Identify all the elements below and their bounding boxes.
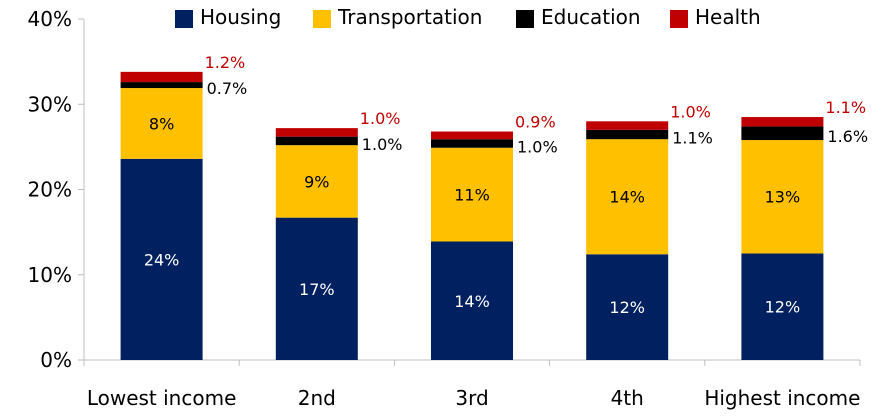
- data-label-transportation: 11%: [454, 186, 490, 205]
- data-label-transportation: 8%: [149, 114, 174, 133]
- y-tick-label: 20%: [28, 178, 72, 202]
- bar-segment-housing: [586, 254, 669, 360]
- x-category-label: 3rd: [455, 386, 488, 410]
- data-label-housing: 24%: [144, 250, 180, 269]
- bar-segment-transportation: [741, 140, 824, 254]
- data-label-transportation: 14%: [609, 188, 645, 207]
- legend-swatch-education: [516, 10, 534, 28]
- data-label-housing: 12%: [609, 298, 645, 317]
- bar-segment-health: [275, 128, 358, 137]
- bar-segment-education: [431, 139, 513, 148]
- data-label-education: 1.0%: [517, 137, 558, 156]
- bar-segment-transportation: [431, 147, 513, 242]
- bar-segment-transportation: [586, 139, 669, 255]
- legend-swatch-health: [670, 10, 688, 28]
- bar-segment-housing: [275, 217, 358, 360]
- bar-segment-transportation: [275, 145, 358, 218]
- legend-label-transportation: Transportation: [337, 5, 482, 29]
- legend: Housing Transportation Education Health: [175, 5, 761, 29]
- bar-segment-health: [586, 121, 669, 130]
- legend-label-education: Education: [541, 5, 641, 29]
- bar-segment-education: [275, 136, 358, 146]
- data-label-health: 1.0%: [670, 102, 711, 121]
- data-labels: 24% 8% 0.7% 1.2% 17% 9% 1.0% 1.0% 14% 11% 1.0% 0.9%…: [144, 53, 868, 317]
- data-label-education: 1.1%: [672, 129, 713, 148]
- x-category-label: 2nd: [298, 386, 336, 410]
- data-label-education: 1.6%: [827, 127, 868, 146]
- legend-label-health: Health: [695, 5, 761, 29]
- data-label-housing: 12%: [765, 298, 801, 317]
- y-tick-label: 30%: [28, 92, 72, 116]
- x-category-label: Lowest income: [87, 386, 237, 410]
- data-label-health: 1.2%: [205, 53, 246, 72]
- data-label-transportation: 13%: [765, 188, 801, 207]
- data-label-health: 1.1%: [825, 98, 866, 117]
- y-tick-label: 10%: [28, 263, 72, 287]
- bar-segment-health: [431, 131, 513, 140]
- y-tick-label: 0%: [40, 348, 72, 372]
- data-label-health: 1.0%: [360, 109, 401, 128]
- data-label-education: 0.7%: [207, 79, 248, 98]
- legend-label-housing: Housing: [200, 5, 281, 29]
- bar-segment-housing: [741, 253, 824, 360]
- data-label-housing: 17%: [299, 280, 335, 299]
- data-label-education: 1.0%: [362, 135, 403, 154]
- bar-segment-health: [120, 71, 203, 83]
- data-label-transportation: 9%: [304, 172, 329, 191]
- y-tick-label: 40%: [28, 7, 72, 31]
- x-category-label: 4th: [611, 386, 644, 410]
- legend-swatch-housing: [175, 10, 193, 28]
- bar-segment-education: [741, 126, 824, 141]
- x-category-label: Highest income: [704, 386, 860, 410]
- bar-segment-education: [120, 82, 203, 89]
- bar-segment-education: [586, 129, 669, 140]
- bar-segment-housing: [431, 241, 513, 360]
- bar-segment-housing: [120, 158, 203, 360]
- bar-segment-health: [741, 117, 824, 127]
- data-label-housing: 14%: [454, 292, 490, 311]
- data-label-health: 0.9%: [515, 113, 556, 132]
- legend-swatch-transportation: [313, 10, 331, 28]
- bars: [120, 71, 824, 360]
- axes: 0% 10% 20% 30% 40% Lowest income 2nd 3rd 4th High…: [28, 7, 861, 410]
- bar-segment-transportation: [120, 88, 203, 159]
